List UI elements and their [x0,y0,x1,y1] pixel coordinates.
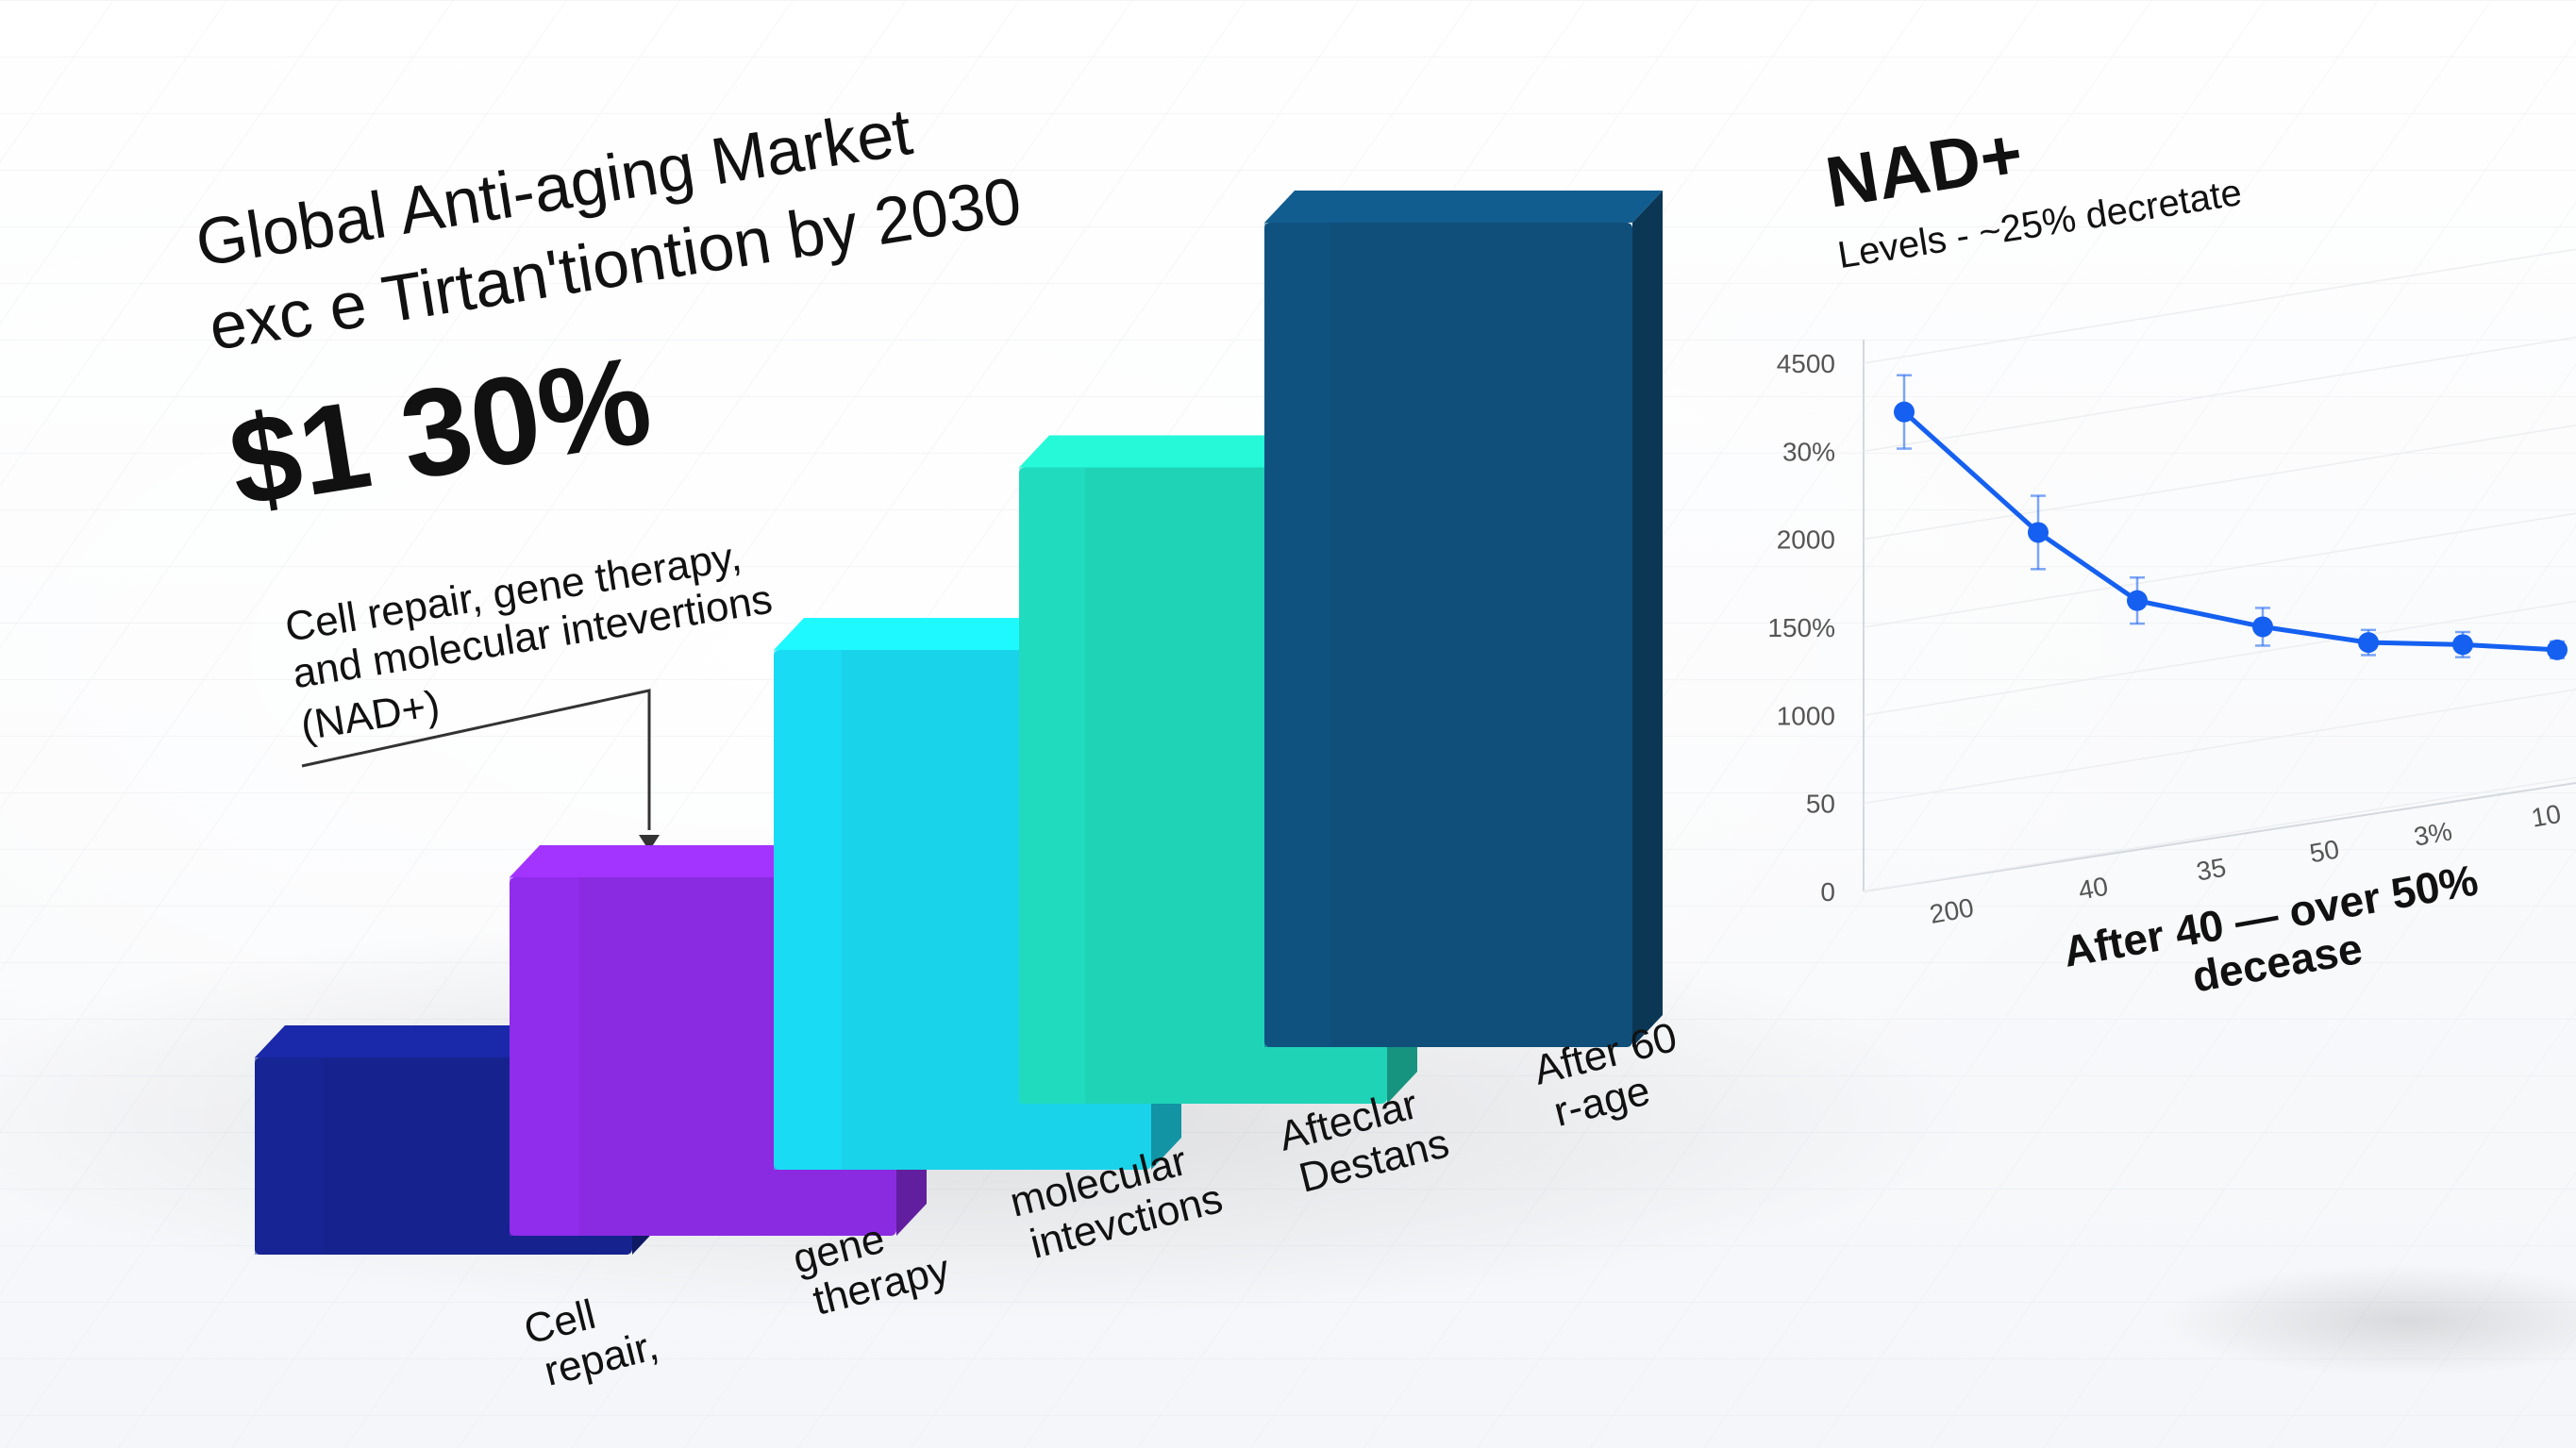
bar-top-face [1264,191,1663,223]
y-tick-label: 4500 [1777,349,1835,378]
line-series [1894,374,2568,660]
y-tick-label: 2000 [1777,525,1835,555]
y-gridline [1863,512,2576,628]
bar-highlight [510,877,579,1236]
bar-series [255,191,1663,1255]
y-tick-label: 1000 [1777,701,1835,730]
bar-side-face [1632,191,1663,1047]
y-tick-label: 50 [1806,790,1835,819]
bar-5 [1264,191,1663,1047]
line-point-6 [2452,634,2473,656]
y-gridline [1863,600,2576,717]
x-tick-label: 35 [2194,853,2228,887]
bar-highlight [1264,223,1331,1047]
y-gridline [1863,336,2576,453]
annotation-arrow-icon [639,835,660,851]
y-gridline [1863,689,2576,805]
y-gridline [1863,248,2576,364]
y-tick-label: 0 [1820,877,1835,907]
x-axis-line [1863,782,2576,892]
y-tick-label: 30% [1782,437,1835,466]
bar-highlight [1019,467,1086,1104]
line-point-3 [2127,590,2148,611]
line-point-4 [2252,616,2273,638]
x-tick-label: 40 [2076,872,2110,906]
line-point-5 [2358,632,2379,654]
y-gridline [1863,776,2576,892]
bar-front-face [1264,223,1632,1047]
line-point-7 [2547,639,2568,660]
y-gridline [1863,424,2576,541]
bar-highlight [774,650,842,1170]
corner-shadow [2161,1264,2576,1377]
x-tick-label: 50 [2307,834,2341,868]
annotation-leader-line [301,689,651,830]
bar-highlight [255,1057,323,1255]
x-tick-label: 3% [2412,816,2454,852]
y-tick-label: 150% [1767,613,1835,642]
line-point-2 [2028,522,2049,543]
line-point-1 [1894,401,1915,423]
x-tick-label: 10 [2529,799,2563,833]
